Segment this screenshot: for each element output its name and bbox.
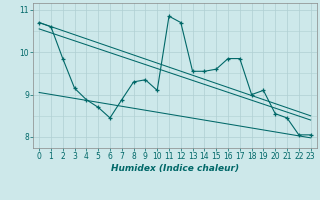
X-axis label: Humidex (Indice chaleur): Humidex (Indice chaleur) xyxy=(111,164,239,173)
